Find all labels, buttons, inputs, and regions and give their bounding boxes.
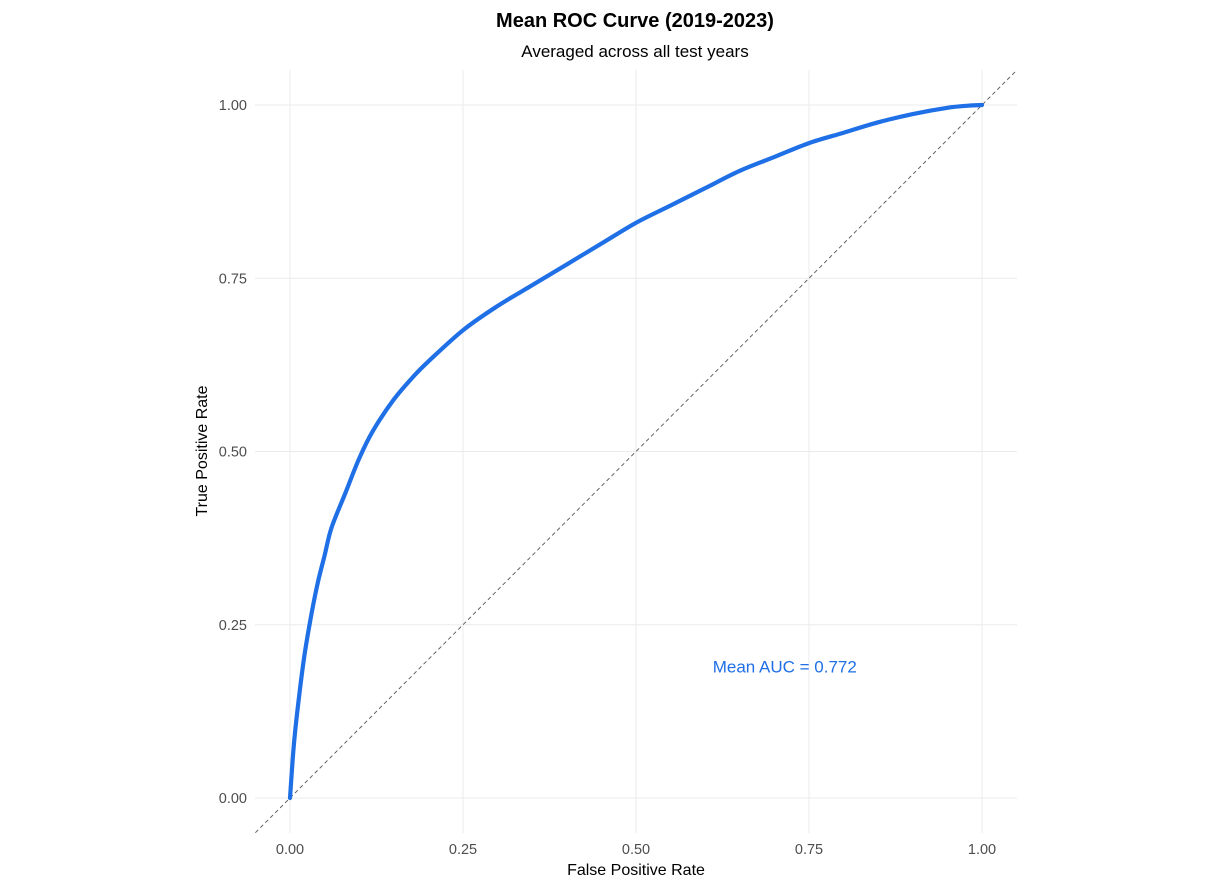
y-tick-label-4: 1.00 (219, 98, 247, 114)
auc-annotation: Mean AUC = 0.772 (713, 657, 857, 676)
y-axis-label: True Positive Rate (194, 385, 211, 516)
y-tick-label-3: 0.75 (219, 271, 247, 287)
y-tick-label-2: 0.50 (219, 445, 247, 461)
reference-line-group (255, 70, 1017, 833)
x-tick-label-3: 0.75 (795, 842, 823, 858)
x-tick-label-2: 0.50 (622, 842, 650, 858)
roc-curve-line-0 (287, 102, 985, 801)
chart-title: Mean ROC Curve (2019-2023) (496, 10, 774, 32)
x-tick-label-1: 0.25 (449, 842, 477, 858)
x-axis-label: False Positive Rate (567, 862, 705, 879)
x-tick-label-0: 0.00 (276, 842, 304, 858)
grid (255, 70, 1017, 833)
reference-diagonal-line (255, 70, 1017, 833)
x-tick-label-4: 1.00 (968, 842, 996, 858)
y-tick-label-1: 0.25 (219, 618, 247, 634)
x-tick-labels: 0.00 0.25 0.50 0.75 1.00 (276, 842, 996, 858)
y-tick-labels: 0.00 0.25 0.50 0.75 1.00 (219, 98, 247, 807)
series-group (287, 102, 985, 801)
chart-subtitle: Averaged across all test years (521, 42, 748, 61)
y-tick-label-0: 0.00 (219, 791, 247, 807)
